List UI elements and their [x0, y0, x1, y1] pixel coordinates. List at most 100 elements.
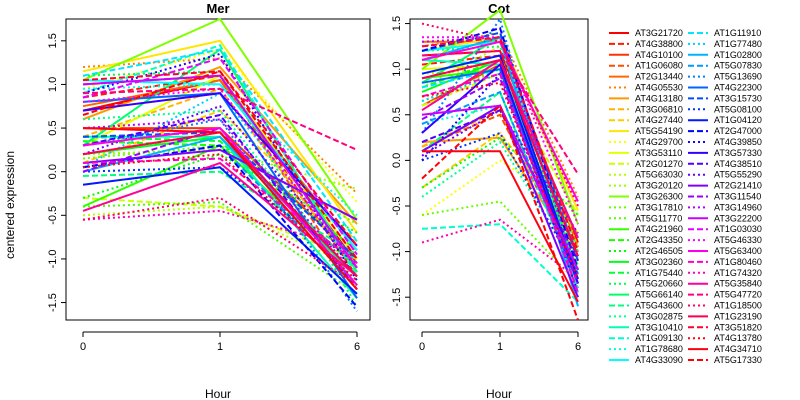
legend-item: AT5G47720: [688, 290, 762, 300]
legend-label: AT4G38510: [714, 159, 762, 169]
x-tick-label: 6: [354, 341, 360, 353]
legend-item: AT2G21410: [688, 181, 762, 191]
legend-label: AT3G06810: [635, 104, 683, 114]
series-line: [421, 223, 579, 303]
y-tick-label: -1.0: [47, 249, 59, 268]
legend-label: AT5G63400: [714, 246, 762, 256]
x-tick-label: 1: [217, 341, 223, 353]
panel-title: Cot: [488, 1, 510, 16]
plot-frame: [409, 18, 589, 321]
legend-item: AT3G10410: [609, 322, 683, 332]
series-line: [82, 209, 358, 252]
legend-label: AT4G33090: [635, 355, 683, 365]
legend-label: AT2G01270: [635, 159, 683, 169]
legend-label: AT1G75440: [635, 268, 683, 278]
legend-item: AT1G75440: [609, 268, 683, 278]
series-line: [422, 150, 579, 303]
x-tick-label: 6: [575, 341, 581, 353]
legend-item: AT5G08100: [688, 104, 762, 114]
y-tick-label: -1.5: [391, 288, 403, 307]
legend-label: AT4G22300: [714, 83, 762, 93]
x-tick-label: 0: [80, 341, 86, 353]
legend-item: AT1G23190: [688, 311, 762, 321]
legend-label: AT5G43600: [635, 301, 683, 311]
legend-label: AT5G11770: [635, 213, 682, 223]
legend-item: AT1G04120: [688, 115, 762, 125]
legend-label: AT5G47720: [714, 290, 762, 300]
legend-label: AT5G17330: [714, 355, 762, 365]
legend-item: AT4G38510: [688, 159, 762, 169]
legend-label: AT1G11910: [714, 28, 761, 38]
legend-label: AT1G80460: [714, 257, 762, 267]
legend-item: AT1G77480: [688, 39, 762, 49]
legend-item: AT3G57330: [688, 148, 762, 158]
legend-item: AT2G13440: [609, 72, 683, 82]
legend-label: AT2G47000: [714, 126, 762, 136]
legend-item: AT3G21720: [609, 28, 683, 38]
x-axis-title: Hour: [205, 387, 231, 400]
legend-label: AT5G07830: [714, 61, 762, 71]
series-line: [82, 196, 358, 260]
legend-label: AT4G39850: [714, 137, 762, 147]
y-tick-label: -0.5: [47, 206, 59, 225]
panel-title: Mer: [206, 1, 229, 16]
legend-item: AT5G63400: [688, 246, 762, 256]
series-line: [82, 109, 358, 286]
legend-label: AT3G26300: [635, 192, 683, 202]
legend-label: AT5G13690: [714, 72, 762, 82]
legend-label: AT4G10100: [635, 50, 683, 60]
legend-item: AT4G27440: [609, 115, 683, 125]
legend-item: AT4G05530: [609, 83, 683, 93]
series-line: [82, 74, 358, 291]
legend-label: AT3G20120: [635, 181, 683, 191]
legend-label: AT1G78680: [635, 344, 683, 354]
legend-label: AT3G02360: [635, 257, 683, 267]
series-line: [421, 22, 579, 207]
legend-label: AT4G13180: [635, 93, 683, 103]
legend-label: AT4G34710: [714, 344, 762, 354]
legend-label: AT1G18500: [714, 301, 762, 311]
legend-item: AT1G06080: [609, 61, 683, 71]
legend-item: AT5G46330: [688, 235, 762, 245]
legend-label: AT3G11540: [714, 192, 761, 202]
y-axis-title: centered expression: [3, 151, 17, 259]
legend-label: AT1G04120: [714, 115, 762, 125]
legend-item: AT5G07830: [688, 61, 762, 71]
series-line: [421, 45, 579, 252]
legend-label: AT3G14960: [714, 202, 762, 212]
series-line: [421, 26, 579, 271]
series-line: [421, 131, 579, 275]
series-line: [82, 39, 358, 234]
legend-label: AT5G35840: [714, 279, 762, 289]
legend-item: AT2G01270: [609, 159, 683, 169]
legend-item: AT5G43600: [609, 301, 683, 311]
legend-item: AT4G22300: [688, 83, 762, 93]
series-line: [82, 201, 358, 295]
series-line: [82, 17, 358, 221]
legend: AT3G21720AT4G38800AT4G10100AT1G06080AT2G…: [609, 28, 762, 365]
legend-label: AT3G02875: [635, 311, 683, 321]
legend-item: AT3G11540: [688, 192, 761, 202]
x-axis-title: Hour: [486, 387, 512, 400]
series-line: [82, 57, 358, 195]
legend-item: AT2G46505: [609, 246, 683, 256]
legend-label: AT4G29700: [635, 137, 683, 147]
series-line: [82, 127, 358, 286]
legend-label: AT4G27440: [635, 115, 683, 125]
legend-label: AT1G74320: [714, 268, 762, 278]
legend-label: AT1G77480: [714, 39, 762, 49]
legend-item: AT4G13180: [609, 93, 683, 103]
legend-item: AT1G78680: [609, 344, 683, 354]
legend-item: AT4G33090: [609, 355, 683, 365]
legend-item: AT3G17810: [609, 202, 683, 212]
legend-label: AT5G46330: [714, 235, 762, 245]
series-line: [421, 62, 579, 284]
series-line: [421, 81, 579, 280]
legend-item: AT4G21960: [609, 224, 683, 234]
legend-label: AT3G17810: [635, 202, 683, 212]
legend-item: AT3G06810: [609, 104, 683, 114]
series-line: [421, 36, 579, 252]
legend-label: AT2G46505: [635, 246, 683, 256]
series-line: [422, 36, 579, 225]
legend-item: AT3G15730: [688, 93, 762, 103]
